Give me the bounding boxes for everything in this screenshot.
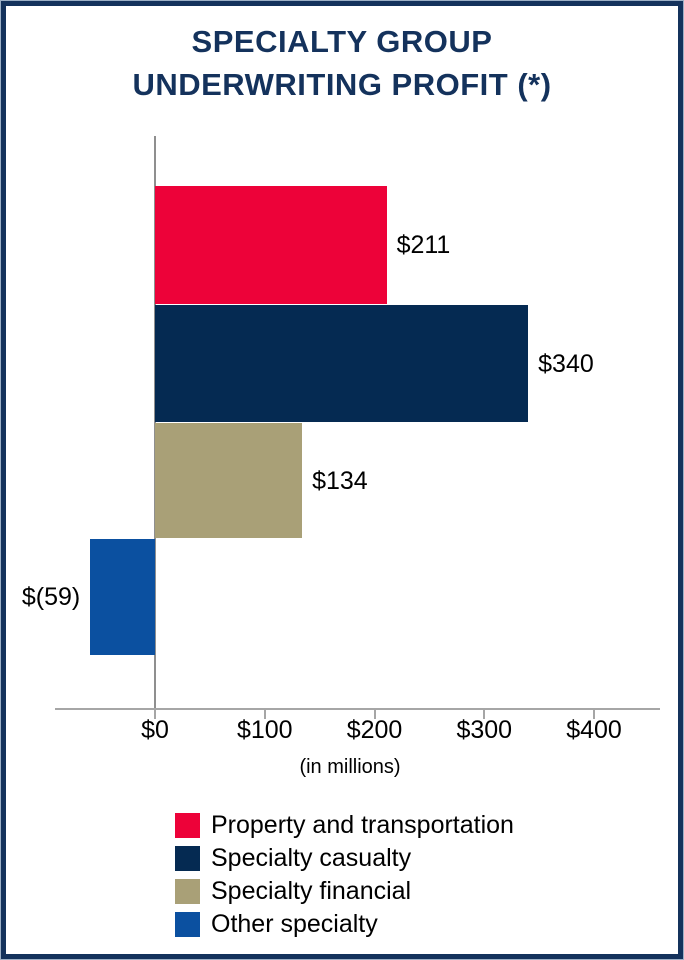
- x-axis-line: [55, 708, 660, 710]
- x-axis-tick-label-200: $200: [346, 716, 403, 744]
- x-axis-tick-400: [593, 710, 595, 719]
- legend-swatch-other-specialty: [175, 912, 200, 937]
- x-axis-tick-100: [263, 710, 266, 719]
- bar-value-label-other-specialty: $(59): [21, 583, 81, 611]
- legend-swatch-specialty-casualty: [175, 846, 200, 871]
- legend-swatch-property-and-transportation: [175, 813, 200, 838]
- x-axis-tick-label-400: $400: [566, 716, 622, 744]
- x-axis-tick-label-100: $100: [236, 716, 293, 744]
- legend-label-specialty-casualty: Specialty casualty: [211, 844, 412, 872]
- legend-swatch-specialty-financial: [175, 879, 200, 904]
- chart-title-line1: SPECIALTY GROUP: [191, 24, 493, 59]
- bar-specialty-financial: [155, 423, 303, 538]
- legend-row-other-specialty: Other specialty: [175, 908, 514, 941]
- y-axis-line: [154, 136, 156, 708]
- bar-value-label-property-and-transportation: $211: [396, 231, 451, 259]
- bar-value-label-specialty-financial: $134: [312, 466, 368, 495]
- legend-row-property-and-transportation: Property and transportation: [175, 809, 514, 842]
- chart-title: SPECIALTY GROUP UNDERWRITING PROFIT (*): [6, 20, 678, 106]
- bar-specialty-casualty: [155, 305, 529, 422]
- legend-row-specialty-casualty: Specialty casualty: [175, 842, 514, 875]
- legend-row-specialty-financial: Specialty financial: [175, 875, 514, 908]
- chart-title-line2: UNDERWRITING PROFIT (*): [132, 67, 552, 102]
- legend: Property and transportation Specialty cas…: [175, 809, 514, 941]
- legend-label-specialty-financial: Specialty financial: [211, 877, 412, 905]
- bar-property-and-transportation: [155, 186, 387, 304]
- x-axis-tick-300: [483, 710, 486, 719]
- legend-label-property-and-transportation: Property and transportation: [211, 811, 514, 839]
- x-axis-tick-200: [373, 710, 376, 719]
- bar-value-label-specialty-casualty: $340: [538, 349, 594, 378]
- bar-other-specialty: [90, 539, 155, 655]
- x-axis-tick-0: [154, 710, 156, 719]
- x-axis-tick-label-300: $300: [456, 716, 513, 744]
- x-axis-tick-label-0: $0: [141, 716, 169, 744]
- axis-units-note: (in millions): [299, 756, 401, 778]
- plot-area: $0 $100 $200 $300 $400 $211 $340 $134 $(59): [6, 6, 678, 954]
- legend-label-other-specialty: Other specialty: [211, 910, 378, 938]
